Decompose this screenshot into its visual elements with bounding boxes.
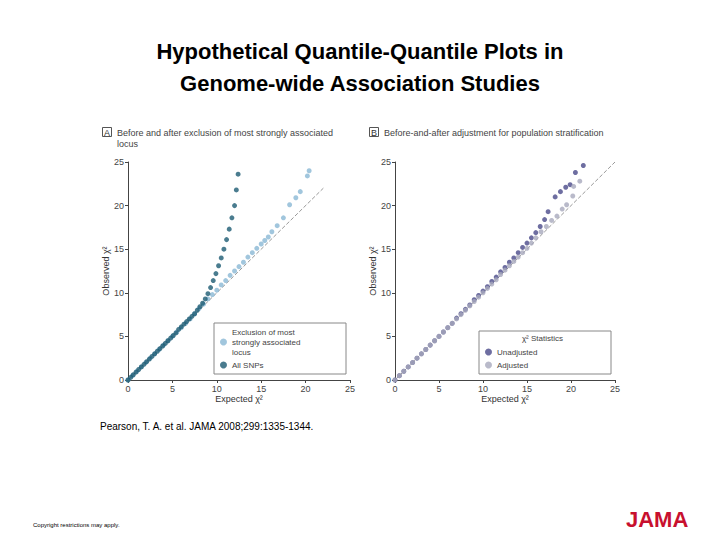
svg-text:0: 0 bbox=[119, 375, 124, 385]
svg-text:25: 25 bbox=[345, 384, 355, 394]
svg-text:B: B bbox=[371, 128, 377, 138]
svg-text:Adjusted: Adjusted bbox=[497, 361, 528, 370]
svg-text:5: 5 bbox=[119, 331, 124, 341]
svg-text:25: 25 bbox=[381, 157, 391, 167]
svg-text:20: 20 bbox=[381, 201, 391, 211]
svg-text:Before-and-after adjustment fo: Before-and-after adjustment for populati… bbox=[384, 128, 604, 138]
svg-text:15: 15 bbox=[256, 384, 266, 394]
html-text:JAMA: JAMA bbox=[626, 507, 689, 532]
html-text:Hypothetical Quantile-Quantile: Hypothetical Quantile-Quantile Plots in … bbox=[156, 39, 564, 96]
svg-text:Before and after exclusion of: Before and after exclusion of most stron… bbox=[117, 128, 336, 138]
svg-text:10: 10 bbox=[381, 288, 391, 298]
svg-text:0: 0 bbox=[392, 384, 397, 394]
svg-text:10: 10 bbox=[114, 288, 124, 298]
svg-text:Expected χ²: Expected χ² bbox=[215, 394, 263, 404]
svg-text:5: 5 bbox=[386, 331, 391, 341]
svg-text:χ² Statistics: χ² Statistics bbox=[522, 334, 563, 343]
svg-text:15: 15 bbox=[522, 384, 532, 394]
svg-text:Unadjusted: Unadjusted bbox=[497, 348, 537, 357]
svg-text:Exclusion of most: Exclusion of most bbox=[232, 328, 297, 337]
svg-text:0: 0 bbox=[125, 384, 130, 394]
svg-text:Expected χ²: Expected χ² bbox=[481, 394, 529, 404]
svg-text:15: 15 bbox=[114, 244, 124, 254]
svg-text:25: 25 bbox=[114, 157, 124, 167]
svg-text:Observed χ²: Observed χ² bbox=[368, 246, 378, 295]
svg-text:locus: locus bbox=[117, 139, 139, 149]
html-text:Copyright restrictions may app: Copyright restrictions may apply. bbox=[33, 522, 120, 528]
svg-text:locus: locus bbox=[232, 348, 251, 357]
svg-text:25: 25 bbox=[610, 384, 620, 394]
svg-text:15: 15 bbox=[381, 244, 391, 254]
svg-text:20: 20 bbox=[114, 201, 124, 211]
svg-text:5: 5 bbox=[436, 384, 441, 394]
svg-text:strongly associated: strongly associated bbox=[232, 338, 303, 347]
svg-text:10: 10 bbox=[212, 384, 222, 394]
svg-text:20: 20 bbox=[301, 384, 311, 394]
html-text:Pearson, T. A. et al. JAMA 200: Pearson, T. A. et al. JAMA 2008;299:1335… bbox=[100, 421, 314, 432]
svg-text:20: 20 bbox=[566, 384, 576, 394]
svg-text:A: A bbox=[104, 128, 110, 138]
svg-text:Observed χ²: Observed χ² bbox=[101, 246, 111, 295]
svg-text:10: 10 bbox=[478, 384, 488, 394]
svg-text:5: 5 bbox=[170, 384, 175, 394]
svg-text:0: 0 bbox=[386, 375, 391, 385]
svg-text:All SNPs: All SNPs bbox=[232, 361, 264, 370]
